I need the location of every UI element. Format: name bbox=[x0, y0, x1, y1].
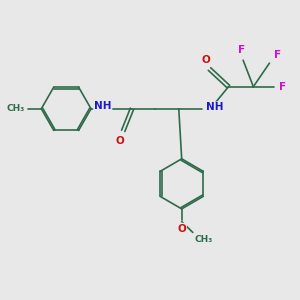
Text: NH: NH bbox=[94, 101, 112, 111]
Text: F: F bbox=[274, 50, 281, 60]
Text: CH₃: CH₃ bbox=[194, 236, 212, 244]
Text: F: F bbox=[279, 82, 286, 92]
Text: O: O bbox=[177, 224, 186, 234]
Text: O: O bbox=[115, 136, 124, 146]
Text: CH₃: CH₃ bbox=[7, 104, 25, 113]
Text: O: O bbox=[202, 55, 210, 64]
Text: F: F bbox=[238, 45, 245, 55]
Text: NH: NH bbox=[206, 102, 223, 112]
